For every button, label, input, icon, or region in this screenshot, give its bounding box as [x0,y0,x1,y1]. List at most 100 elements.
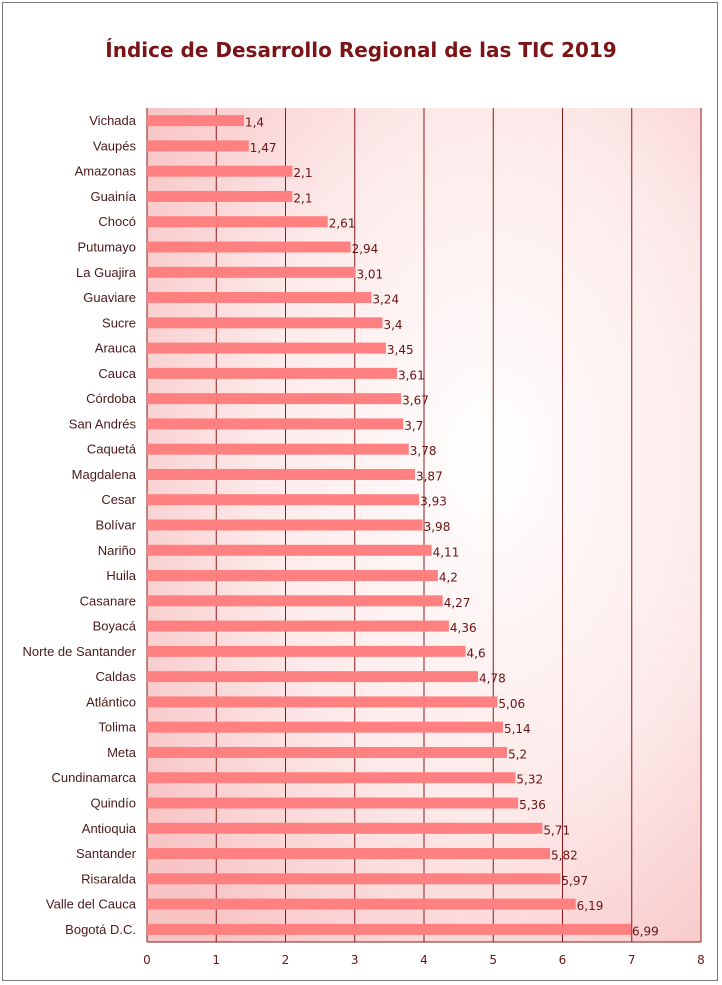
bar [147,190,293,202]
data-label: 5,32 [516,773,543,787]
data-label: 5,71 [543,823,570,837]
data-label: 3,7 [404,419,423,433]
tick-label: 3 [351,953,359,967]
category-label: Huila [106,568,136,583]
category-label: Vichada [89,113,137,128]
bar [147,873,561,885]
data-label: 4,36 [450,621,477,635]
category-label: Boyacá [93,619,137,634]
data-label: 3,78 [410,444,437,458]
bar [147,317,383,329]
data-label: 4,6 [467,646,486,660]
bar [147,671,479,683]
category-label: Tolima [98,720,136,735]
chart-title: Índice de Desarrollo Regional de las TIC… [105,38,617,62]
category-label: Putumayo [77,240,136,255]
data-label: 6,19 [577,899,604,913]
data-label: 5,14 [504,722,531,736]
bar [147,923,632,935]
data-label: 5,2 [508,747,527,761]
bar [147,595,443,607]
data-label: 2,1 [293,191,312,205]
bar [147,292,372,304]
tick-label: 8 [697,953,705,967]
tick-label: 4 [420,953,428,967]
bar [147,519,423,531]
category-label: San Andrés [69,416,137,431]
data-label: 5,82 [551,849,578,863]
bar [147,216,328,228]
bar [147,721,503,733]
category-label: Cauca [98,366,136,381]
tick-label: 0 [143,953,151,967]
bar [147,772,516,784]
data-label: 4,27 [444,596,471,610]
bar [147,822,543,834]
category-label: Guainía [90,189,136,204]
bar [147,544,432,556]
data-label: 1,47 [250,141,277,155]
bar [147,797,519,809]
data-label: 3,61 [398,368,425,382]
category-label: Risaralda [81,871,137,886]
category-label: Sucre [102,315,136,330]
bar [147,645,466,657]
bar [147,848,551,860]
data-label: 4,2 [439,571,458,585]
category-label: Atlántico [86,694,136,709]
bar [147,570,438,582]
data-label: 1,4 [245,116,264,130]
bar [147,468,415,480]
data-label: 5,06 [498,697,525,711]
category-label: Caldas [96,669,137,684]
data-label: 2,61 [329,217,356,231]
data-label: 5,36 [519,798,546,812]
x-axis-ticks: 0 1 2 3 4 5 6 7 8 [143,953,705,967]
category-label: Arauca [95,341,137,356]
data-label: 2,1 [293,166,312,180]
data-label: 3,93 [420,495,447,509]
category-label: Bolívar [96,518,137,533]
category-label: Cesar [101,492,136,507]
bar [147,115,244,127]
data-label: 3,4 [383,318,402,332]
tick-label: 5 [489,953,497,967]
bar [147,494,420,506]
value-labels: 1,4 1,47 2,1 2,1 2,61 2,94 3,01 3,24 3,4 3,45 3,61… [245,116,659,939]
bar [147,620,449,632]
category-label: Magdalena [72,467,137,482]
bar [147,898,576,910]
data-label: 3,67 [402,394,429,408]
bar [147,241,351,253]
tick-label: 6 [559,953,567,967]
bar [147,746,508,758]
bar [147,165,293,177]
data-label: 3,98 [424,520,451,534]
category-label: Amazonas [75,164,137,179]
bar [147,266,356,278]
bar [147,367,397,379]
category-label: Casanare [80,593,136,608]
bar [147,342,386,354]
category-label: Norte de Santander [23,644,137,659]
category-label: Chocó [98,214,136,229]
category-label: Córdoba [86,391,137,406]
bar [147,696,498,708]
data-label: 6,99 [632,924,659,938]
data-label: 4,78 [479,672,506,686]
tick-label: 2 [282,953,290,967]
category-label: Quindío [90,796,136,811]
bar [147,443,409,455]
category-labels: Vichada Vaupés Amazonas Guainía Chocó Putumay… [23,113,137,937]
category-label: Santander [76,846,137,861]
data-label: 3,24 [372,293,399,307]
category-label: La Guajira [76,265,137,280]
category-label: Meta [107,745,137,760]
data-label: 3,45 [387,343,414,357]
bar [147,393,402,405]
bar [147,418,404,430]
bar [147,140,249,152]
category-label: Bogotá D.C. [65,922,136,937]
category-label: Vaupés [93,138,137,153]
